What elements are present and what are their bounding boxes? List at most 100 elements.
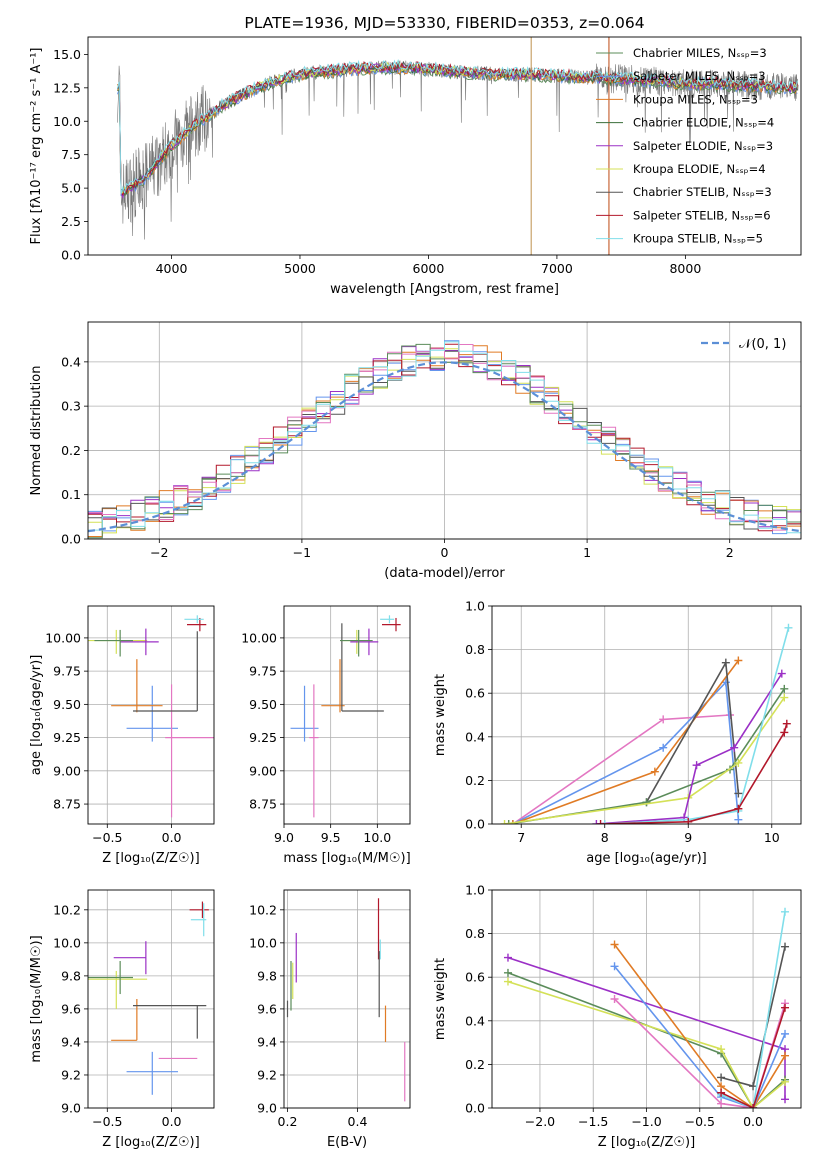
y-tick-label: 9.8 [61,968,81,983]
series-marker [782,719,791,728]
series-marker [749,1082,758,1091]
series-marker [784,623,793,632]
y-tick-label: 9.75 [249,664,277,679]
mass_vs_Z-axes: −0.5 0.0 9.0 9.2 9.4 9.6 9.8 10.0 10.2 Z [log₁₀(Z… [29,890,214,1150]
model-line [117,60,798,195]
y-tick-label: 7.5 [61,147,81,162]
y-tick-label: 8.75 [53,797,81,812]
y-axis-label: Normed distribution [29,366,44,496]
data-point [350,628,379,656]
series [610,940,790,1108]
series-marker [781,1095,790,1104]
series-marker [503,977,512,986]
y-tick-label: 12.5 [53,80,81,95]
x-axis-label: (data-model)/error [384,566,505,581]
y-tick-label: 0.0 [61,532,81,547]
x-tick-label: −1 [293,545,311,560]
series-line [604,627,790,824]
x-tick-label: 9 [684,830,692,845]
series-marker [781,1029,790,1038]
data-point [340,629,373,657]
legend-label: Kroupa STELIB, Nₛₛₚ=5 [633,232,763,246]
series-marker [503,968,512,977]
data-point [88,970,148,1009]
y-tick-label: 5.0 [61,181,81,196]
data-point [126,685,178,742]
y-tick-label: 1.0 [465,883,485,898]
y-tick-label: 9.25 [53,730,81,745]
legend-label: 𝒩(0, 1) [739,337,786,352]
y-tick-label: 0.2 [465,773,485,788]
x-tick-label: 5000 [284,261,316,276]
spectrum-frame [87,36,802,256]
x-tick-label: 7000 [541,261,573,276]
spectrum-axes: 4000 5000 6000 7000 8000 0.0 2.5 5.0 7.5 10.0 12.5… [29,47,701,297]
residual-plot [88,340,801,539]
y-tick-label: 8.75 [249,797,277,812]
series-marker [780,684,789,693]
series-marker [734,804,743,813]
y-tick-label: 9.0 [61,1101,81,1116]
x-tick-label: 0.2 [278,1114,298,1129]
y-tick-label: 0.4 [465,729,485,744]
x-axis-label: Z [log₁₀(Z/Z☉)] [598,1135,695,1150]
spectrum-plot [117,37,799,255]
x-tick-label: 9.5 [321,830,341,845]
series-marker [749,1104,758,1108]
series-marker [734,789,743,798]
x-tick-label: −2 [150,545,168,560]
series-marker [717,1045,726,1054]
age_vs_mass-axes: 9.0 9.5 10.0 8.75 9.00 9.25 9.50 9.75 10.00 mass … [241,606,411,866]
y-axis-label: mass [log₁₀(M/M☉)] [29,935,44,1062]
series-marker [780,693,789,702]
x-tick-label: −1.5 [578,1114,608,1129]
y-tick-label: 0.4 [465,1013,485,1028]
series [717,942,790,1091]
data-point [190,903,207,937]
data-point [94,629,133,657]
residuals-axes: −2 −1 0 1 2 0.0 0.1 0.2 0.3 0.4 (data-model)/error… [29,322,801,581]
weight_vs_Z-lines [503,907,790,1108]
series-marker [610,940,619,949]
data-point [189,901,209,919]
y-tick-label: 9.4 [257,1034,277,1049]
x-axis-label: Z [log₁₀(Z/Z☉)] [102,1135,199,1150]
y-tick-label: 0.2 [465,1057,485,1072]
data-point [184,615,204,624]
series-line [720,911,786,1108]
series-line [720,1007,786,1108]
series-line [512,660,740,824]
series-marker [734,815,743,824]
legend-label: Kroupa ELODIE, Nₛₛₚ=4 [633,162,766,176]
y-tick-label: 9.50 [249,697,277,712]
series-marker [659,743,668,752]
normal-curve [88,361,801,533]
series-marker [734,758,743,767]
x-axis-label: wavelength [Angstrom, rest frame] [330,282,559,297]
data-point [88,961,133,995]
x-tick-label: 0.0 [743,1114,763,1129]
data-point [113,941,147,975]
y-tick-label: 0.0 [465,1101,485,1116]
series-marker [692,761,701,770]
weight_vs_Z-frame [491,889,802,1109]
series-marker [721,678,730,687]
x-tick-label: 2 [726,545,734,560]
data-point [309,684,319,818]
series-marker [504,820,513,824]
y-tick-label: 0.3 [61,399,81,414]
series-marker [503,953,512,962]
series-marker [610,995,619,1003]
x-tick-label: −0.5 [92,1114,122,1129]
x-tick-label: −2.0 [525,1114,555,1129]
x-tick-label: 6000 [413,261,445,276]
series-marker [781,907,790,916]
series-line [613,965,786,1108]
series-marker [780,728,789,737]
series-marker [642,798,651,807]
y-tick-label: 0.0 [61,248,81,263]
series-marker [508,820,517,824]
legend-label: Chabrier MILES, Nₛₛₚ=3 [633,46,767,60]
y-tick-label: 0.8 [465,642,485,657]
y-tick-label: 0.6 [465,686,485,701]
